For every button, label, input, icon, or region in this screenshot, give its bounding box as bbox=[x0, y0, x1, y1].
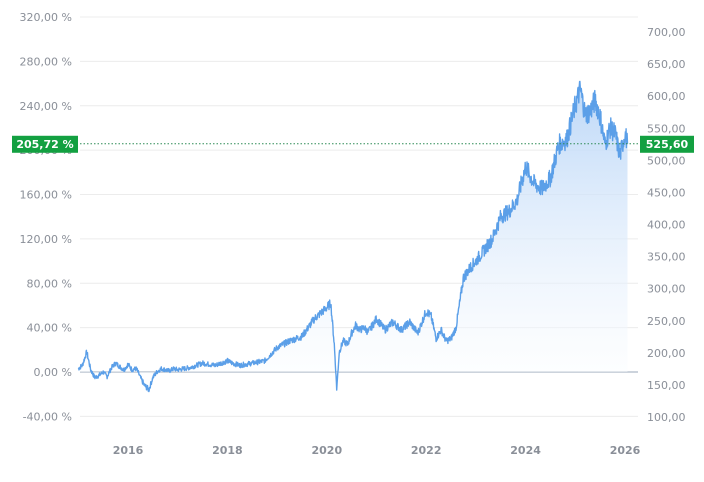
left-tick-label: 280,00 % bbox=[20, 55, 72, 68]
series-line bbox=[77, 80, 629, 393]
left-tick-label: 120,00 % bbox=[20, 233, 72, 246]
left-tick-label: 240,00 % bbox=[20, 100, 72, 113]
x-axis-ticks: 2016 2018 2020 2022 2024 2026 bbox=[113, 444, 641, 457]
right-tick-label: 250,00 bbox=[647, 315, 686, 328]
right-tick-label: 200,00 bbox=[647, 347, 686, 360]
right-tick-label: 100,00 bbox=[647, 411, 686, 424]
right-tick-label: 300,00 bbox=[647, 283, 686, 296]
left-tick-label: 320,00 % bbox=[20, 11, 72, 24]
price-line bbox=[77, 80, 629, 393]
x-tick-label: 2016 bbox=[113, 444, 144, 457]
x-tick-label: 2026 bbox=[610, 444, 641, 457]
series-area bbox=[78, 81, 628, 392]
x-tick-label: 2018 bbox=[212, 444, 243, 457]
current-price-label: 525,60 bbox=[646, 138, 689, 151]
left-tick-label: -40,00 % bbox=[23, 410, 72, 423]
right-tick-label: 550,00 bbox=[647, 122, 686, 135]
left-tick-label: 40,00 % bbox=[27, 322, 72, 335]
right-tick-label: 500,00 bbox=[647, 154, 686, 167]
right-tick-label: 350,00 bbox=[647, 251, 686, 264]
current-price-badge bbox=[640, 135, 694, 153]
current-percent-badge bbox=[12, 135, 78, 153]
right-tick-label: 150,00 bbox=[647, 379, 686, 392]
area-fill bbox=[78, 81, 628, 392]
right-tick-label: 450,00 bbox=[647, 186, 686, 199]
right-tick-label: 400,00 bbox=[647, 219, 686, 232]
x-tick-label: 2022 bbox=[411, 444, 442, 457]
left-tick-label: 80,00 % bbox=[27, 277, 72, 290]
right-axis-ticks: 100,00 150,00 200,00 250,00 300,00 350,00 400,… bbox=[647, 26, 686, 424]
left-tick-label: 160,00 % bbox=[20, 189, 72, 202]
left-axis-ticks: -40,00 % 0,00 % 40,00 % 80,00 % 120,00 % 160,… bbox=[20, 11, 72, 423]
x-tick-label: 2020 bbox=[311, 444, 342, 457]
right-tick-label: 650,00 bbox=[647, 58, 686, 71]
right-tick-label: 700,00 bbox=[647, 26, 686, 39]
x-tick-label: 2024 bbox=[510, 444, 541, 457]
current-value-marker: 205,72 % 525,60 bbox=[12, 135, 694, 153]
right-tick-label: 600,00 bbox=[647, 90, 686, 103]
left-tick-label: 0,00 % bbox=[34, 366, 72, 379]
current-percent-label: 205,72 % bbox=[16, 138, 73, 151]
